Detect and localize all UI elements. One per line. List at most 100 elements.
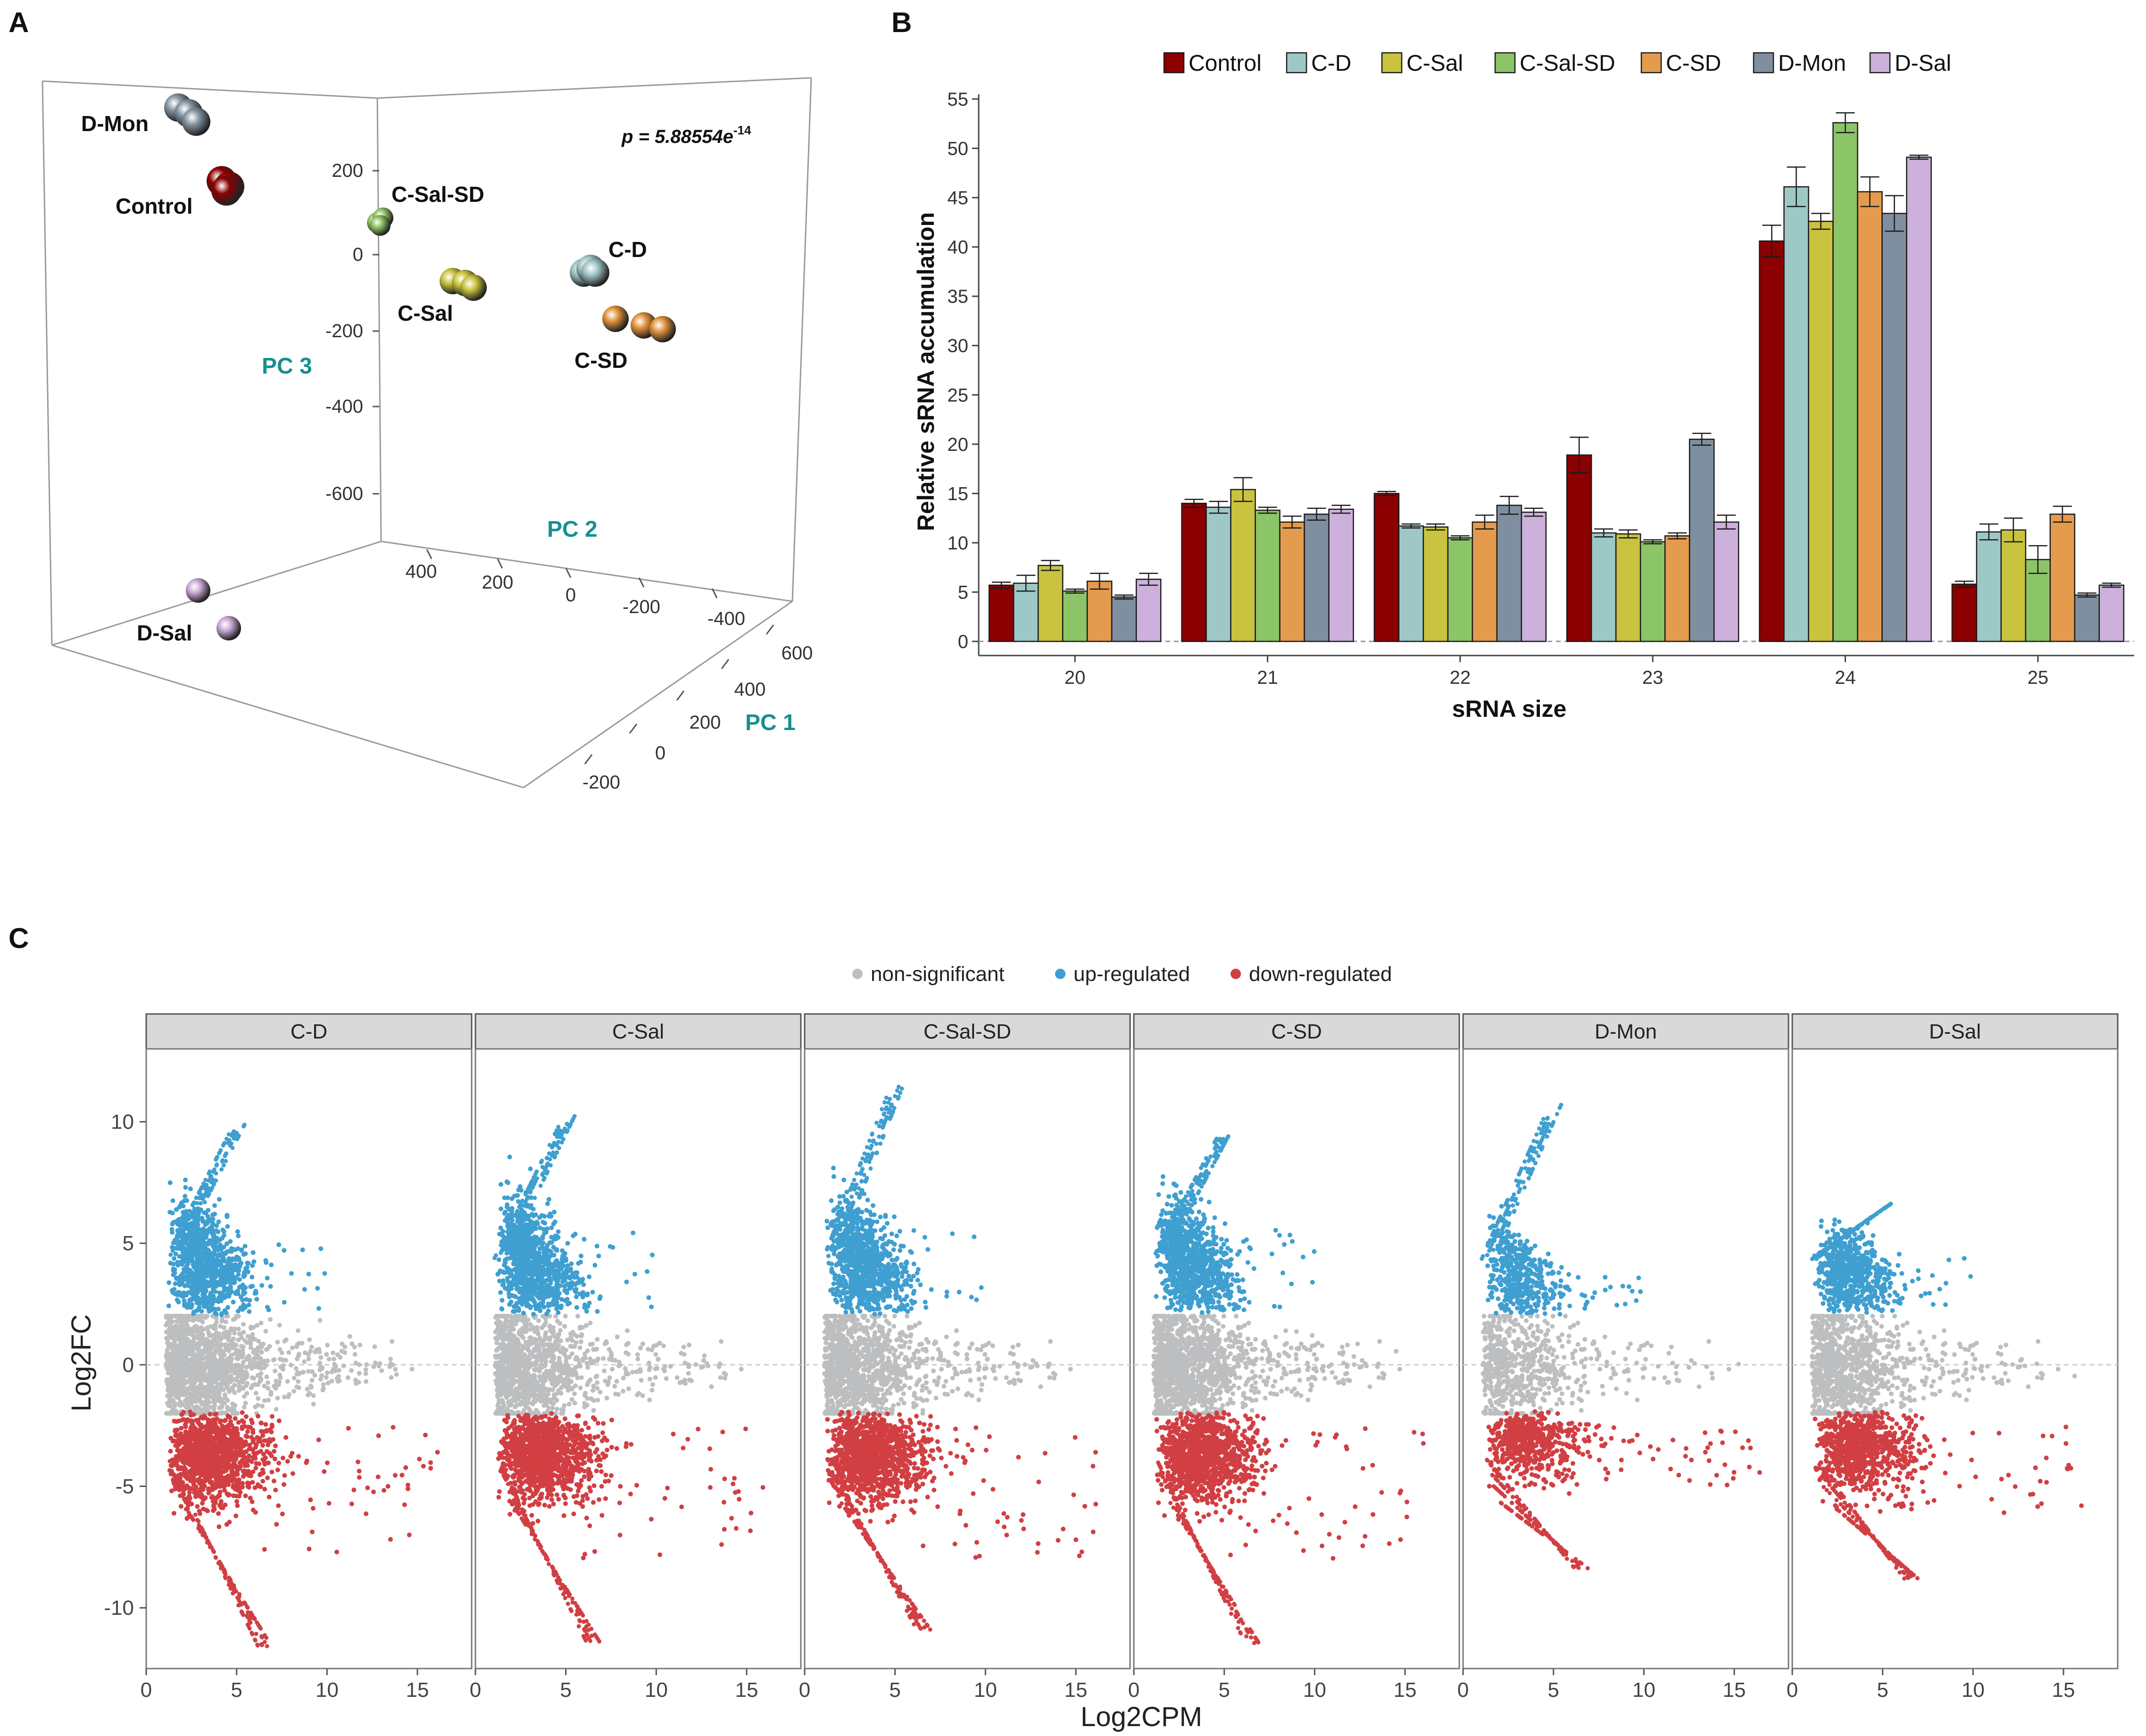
ma-point — [376, 1433, 381, 1438]
ma-point — [390, 1339, 395, 1344]
ma-point — [256, 1365, 261, 1370]
ma-point — [192, 1459, 198, 1464]
ma-point — [388, 1537, 393, 1542]
ma-point — [217, 1493, 222, 1498]
ma-y-tick-label: 0 — [123, 1354, 134, 1377]
ma-point — [215, 1382, 220, 1387]
ma-point — [312, 1373, 317, 1378]
ma-plots: non-significant up-regulated down-regulate… — [66, 963, 2119, 1732]
ma-point — [168, 1324, 174, 1329]
ma-point — [217, 1242, 223, 1247]
ma-point — [197, 1509, 202, 1514]
ma-point — [208, 1545, 212, 1549]
ma-point — [333, 1368, 338, 1373]
error-bar — [1643, 539, 1663, 545]
ma-point — [173, 1475, 178, 1480]
error-bar — [1307, 507, 1326, 521]
ma-point — [647, 1367, 652, 1372]
ma-point — [227, 1492, 232, 1497]
ma-point — [282, 1395, 287, 1400]
ma-point — [183, 1359, 188, 1364]
ma-point — [198, 1258, 203, 1263]
ma-point — [229, 1439, 234, 1444]
ma-point — [236, 1452, 241, 1457]
ma-point — [258, 1321, 264, 1326]
pc3-ticks: 200 0 -200 -400 -600 — [325, 160, 363, 504]
ma-point — [296, 1379, 301, 1384]
ma-point — [316, 1437, 321, 1442]
ma-point — [207, 1331, 212, 1337]
ma-point — [317, 1318, 323, 1323]
ma-point — [271, 1479, 276, 1484]
ma-point — [185, 1270, 190, 1275]
bar — [1472, 521, 1498, 642]
ma-point — [200, 1239, 206, 1244]
ma-point — [614, 1379, 619, 1384]
ma-point — [218, 1335, 224, 1340]
ma-point — [286, 1350, 291, 1355]
ma-point — [217, 1282, 222, 1287]
bar — [1664, 535, 1690, 642]
ma-point — [199, 1486, 203, 1491]
ma-point — [183, 1177, 188, 1182]
ma-point — [266, 1495, 272, 1500]
ma-point — [253, 1291, 258, 1296]
bar-x-tick-label: 24 — [1835, 667, 1856, 688]
ma-point — [317, 1367, 323, 1372]
ma-point — [268, 1284, 273, 1289]
ma-point — [180, 1255, 185, 1260]
ma-point — [276, 1503, 281, 1508]
ma-point — [253, 1355, 258, 1361]
ma-point — [272, 1449, 277, 1454]
ma-point — [224, 1159, 228, 1163]
ma-point — [206, 1446, 211, 1451]
ma-point — [583, 1323, 589, 1328]
ma-point — [277, 1347, 283, 1352]
ma-point — [297, 1352, 301, 1357]
ma-point — [224, 1375, 229, 1380]
ma-point — [391, 1425, 396, 1430]
ma-point — [202, 1393, 207, 1398]
ma-point — [177, 1279, 182, 1284]
ma-point — [212, 1426, 217, 1431]
ma-point — [364, 1511, 369, 1516]
ma-point — [273, 1487, 278, 1493]
ma-point — [202, 1200, 207, 1204]
ma-point — [249, 1363, 254, 1369]
ma-point — [216, 1524, 222, 1529]
ma-point — [237, 1592, 242, 1597]
ma-point — [211, 1245, 216, 1250]
ma-point — [717, 1361, 723, 1366]
ma-point — [304, 1460, 309, 1465]
pca-plot: 200 0 -200 -400 -600 400 200 0 -200 -400 — [42, 77, 813, 793]
ma-point — [250, 1250, 256, 1255]
ma-point — [325, 1380, 331, 1386]
ma-point — [349, 1501, 354, 1506]
ma-point — [165, 1380, 170, 1385]
ma-point — [213, 1274, 218, 1279]
ma-point — [180, 1451, 185, 1456]
ma-point — [199, 1207, 203, 1212]
ma-point — [260, 1467, 265, 1472]
error-bar — [2028, 545, 2047, 574]
ma-point — [166, 1403, 171, 1408]
ma-point — [236, 1233, 241, 1238]
ma-point — [205, 1213, 210, 1219]
pc2-axis-title: PC 2 — [547, 517, 598, 542]
error-bar — [1258, 507, 1277, 514]
ma-point — [212, 1348, 217, 1353]
bar — [1881, 213, 1907, 642]
ma-point — [203, 1253, 208, 1258]
ma-point — [186, 1338, 191, 1343]
ma-point — [203, 1337, 208, 1342]
ma-point — [595, 1380, 599, 1385]
ma-point — [281, 1357, 286, 1362]
ma-point — [182, 1441, 187, 1445]
ma-point — [245, 1261, 250, 1265]
ma-point — [376, 1363, 382, 1369]
ma-point — [197, 1239, 201, 1244]
ma-point — [240, 1611, 245, 1616]
ma-point — [219, 1312, 224, 1317]
ma-point — [233, 1291, 238, 1296]
ma-point — [423, 1432, 428, 1437]
